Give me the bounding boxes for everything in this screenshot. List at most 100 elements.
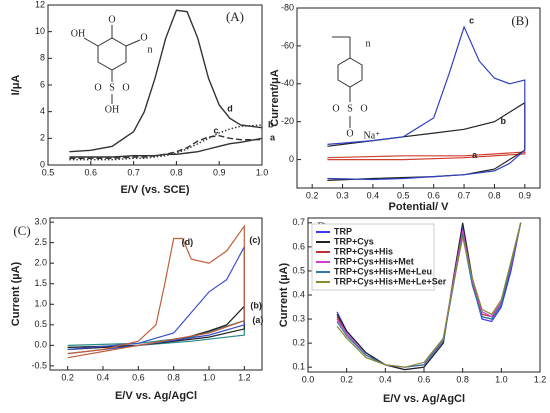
curve-label: (a) [252,315,263,325]
structure-label: O [122,82,129,93]
curve-label: (c) [249,235,260,245]
y-axis-label: Current (µA) [278,262,290,327]
x-tick-label: 0.8 [488,190,501,200]
structure-label: Na⁺ [364,130,381,141]
legend-label: TRP+Cys+His [334,246,393,256]
series-line [69,134,262,159]
legend-label: TRP+Cys+His+Met [334,256,414,266]
x-tick-label: 0.3 [336,190,349,200]
y-tick-label: 2 [40,133,45,143]
y-tick-label: 1.0 [34,299,47,309]
x-tick-label: 0.6 [132,372,145,382]
structure-label: OH [105,104,119,115]
curve-label: b [268,119,274,129]
y-tick-label: -80 [281,2,294,12]
curve-label: b [500,116,506,126]
bond [83,37,99,47]
structure-a [83,25,141,104]
series-line [327,25,526,181]
y-tick-label: 0.7 [292,217,305,227]
series-line [327,151,526,161]
x-tick-label: 0.4 [379,374,392,384]
structure-label: n [366,38,371,49]
curve-label: (b) [250,301,261,311]
curve-label: (d) [182,237,194,247]
structure-label: O [332,103,339,114]
x-tick-label: 0.7 [458,190,471,200]
y-tick-label: -20 [281,116,294,126]
panel-label: (C) [13,223,30,238]
y-axis-label: Current/μA [269,69,281,127]
curve-label: d [227,103,233,113]
x-tick-label: 0.8 [456,374,469,384]
y-tick-label: 0.4 [292,289,305,299]
x-axis-label: Potential/ V [389,201,450,213]
x-axis-label: E/V vs. Ag/AgCl [383,393,465,405]
x-tick-label: 1.2 [238,372,251,382]
structure-label: O [108,14,115,25]
curve-label: a [472,150,478,160]
x-tick-label: 0.9 [213,167,226,177]
y-tick-label: 0 [289,154,294,164]
x-axis-label: E/V (vs. SCE) [120,184,189,196]
y-axis-label: Current (µA) [10,261,22,326]
y-tick-label: -0.5 [31,360,47,370]
x-tick-label: 1.0 [203,372,216,382]
legend-label: TRP+Cys [334,236,374,246]
x-tick-label: 0.4 [367,190,380,200]
structure-label: O [346,128,353,139]
structure-label: O [360,103,367,114]
series-line [67,224,245,359]
y-tick-label: 0.6 [292,241,305,251]
y-tick-label: 0.1 [292,362,305,372]
structure-label: n [148,44,153,55]
series-line [336,222,522,368]
curve-label: c [214,125,219,135]
legend-box [311,223,435,291]
series-line [69,137,263,158]
series-line [67,246,245,355]
y-tick-label: 4 [40,106,45,116]
plot-frame [49,217,263,371]
y-tick-label: 0.3 [292,313,305,323]
x-tick-label: 0.6 [85,167,98,177]
structure-label: OH [71,28,85,39]
x-tick-label: 0.7 [127,167,140,177]
x-tick-label: 1.0 [256,167,269,177]
structure-label: O [140,32,147,43]
x-tick-label: 0.0 [302,374,315,384]
curve-label: c [469,15,474,25]
x-tick-label: 0.2 [61,372,74,382]
curve-label: a [270,133,276,143]
x-tick-label: 1.2 [534,374,547,384]
x-tick-label: 0.9 [519,190,532,200]
x-tick-label: 0.2 [340,374,353,384]
structure-label: S [347,103,353,114]
x-tick-label: 0.6 [427,190,440,200]
structure-b [332,36,363,128]
y-axis-label: I/μA [10,75,22,96]
legend-label: TRP+Cys+His+Me+Leu [334,266,432,276]
y-tick-label: 6 [40,79,45,89]
x-axis-label: E/V vs. Ag/AgCl [115,390,197,402]
panel-label: (A) [226,9,244,24]
y-tick-label: 2.0 [34,258,47,268]
y-tick-label: 8 [40,53,45,63]
y-tick-label: 0.0 [34,340,47,350]
x-tick-label: 0.5 [42,167,55,177]
y-tick-label: 0.5 [34,319,47,329]
benzene-ring [337,57,363,88]
series-line [69,9,263,153]
structure-label: S [109,82,115,93]
y-tick-label: 2.5 [34,237,47,247]
x-tick-label: 0.4 [97,372,110,382]
structure-label: O [94,82,101,93]
x-tick-label: 0.6 [418,374,431,384]
benzene-ring [97,37,127,71]
panel-label: (B) [511,13,528,28]
x-tick-label: 0.2 [306,190,319,200]
x-tick-label: 0.8 [167,372,180,382]
series-line [69,124,263,161]
x-tick-label: 0.8 [170,167,183,177]
